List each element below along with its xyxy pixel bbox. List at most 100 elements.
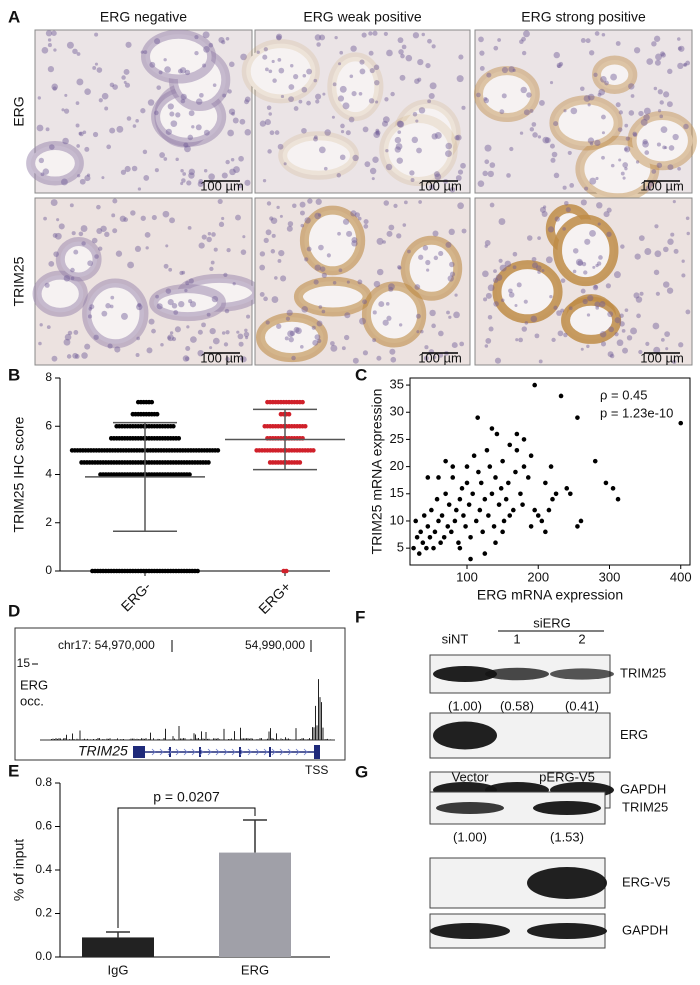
- y-tick-label: 0.0: [35, 949, 52, 963]
- point: [575, 524, 580, 529]
- nucleus: [101, 92, 109, 100]
- y-tick-label: 10: [390, 512, 404, 527]
- nucleus: [278, 67, 285, 74]
- point: [425, 524, 431, 529]
- nucleus: [276, 33, 283, 40]
- nucleus: [137, 302, 142, 308]
- nucleus: [558, 61, 564, 67]
- nucleus: [488, 326, 494, 332]
- nucleus: [104, 106, 109, 111]
- panel-label: B: [8, 365, 20, 384]
- nucleus: [43, 216, 47, 221]
- point: [411, 545, 416, 551]
- nucleus: [288, 336, 294, 343]
- nucleus: [390, 356, 397, 363]
- nucleus: [526, 235, 533, 241]
- nucleus: [438, 330, 444, 337]
- nucleus: [137, 187, 142, 191]
- nucleus: [155, 294, 159, 299]
- nucleus: [56, 218, 60, 222]
- nucleus: [198, 179, 204, 184]
- track-frame: [14, 627, 346, 761]
- nucleus: [319, 34, 326, 41]
- nucleus: [344, 334, 350, 341]
- point: [450, 475, 456, 480]
- nucleus: [633, 292, 640, 299]
- nucleus: [269, 130, 275, 136]
- nucleus: [75, 101, 80, 105]
- nucleus: [394, 146, 401, 153]
- nucleus: [242, 235, 246, 239]
- nucleus: [167, 336, 172, 340]
- nucleus: [351, 91, 357, 97]
- nucleus: [82, 130, 87, 135]
- nucleus: [434, 132, 442, 139]
- nucleus: [98, 246, 103, 251]
- micrograph: [474, 197, 693, 366]
- nucleus: [354, 212, 360, 218]
- nucleus: [628, 110, 635, 116]
- nucleus: [280, 275, 287, 282]
- nucleus: [580, 347, 584, 351]
- gland: [141, 29, 217, 84]
- nucleus: [114, 346, 121, 353]
- nucleus: [350, 210, 357, 217]
- nucleus: [154, 38, 161, 45]
- nucleus: [47, 38, 52, 42]
- nucleus: [180, 169, 184, 173]
- nucleus: [81, 352, 88, 359]
- nucleus: [124, 82, 131, 88]
- nucleus: [163, 157, 168, 161]
- nucleus: [610, 73, 617, 81]
- nucleus: [411, 136, 419, 144]
- nucleus: [685, 309, 691, 315]
- nucleus: [98, 98, 103, 103]
- nucleus: [111, 213, 116, 218]
- nucleus: [385, 302, 390, 306]
- nucleus: [40, 172, 45, 177]
- nucleus: [415, 313, 421, 319]
- nucleus: [101, 310, 108, 317]
- nucleus: [163, 263, 169, 269]
- y-tick-label: 25: [390, 431, 404, 446]
- nucleus: [659, 100, 664, 105]
- nucleus: [529, 127, 535, 132]
- nucleus: [84, 88, 91, 95]
- nucleus: [483, 96, 488, 101]
- nucleus: [283, 162, 287, 166]
- nucleus: [615, 41, 621, 46]
- nucleus: [373, 280, 381, 288]
- nucleus: [375, 100, 379, 104]
- nucleus: [537, 236, 541, 240]
- nucleus: [179, 67, 187, 74]
- nucleus: [589, 142, 594, 146]
- nucleus: [243, 331, 250, 338]
- nucleus: [433, 171, 440, 178]
- point: [553, 491, 559, 497]
- strand-arrow: [223, 748, 228, 756]
- point: [603, 480, 609, 486]
- nucleus: [530, 315, 538, 323]
- nucleus: [449, 261, 455, 268]
- nucleus: [184, 69, 191, 76]
- nucleus: [537, 135, 542, 139]
- nucleus: [375, 130, 381, 136]
- nucleus: [212, 83, 217, 87]
- nucleus: [683, 123, 689, 130]
- nucleus: [504, 260, 512, 268]
- nucleus: [508, 66, 515, 73]
- nucleus: [87, 314, 93, 319]
- nucleus: [479, 50, 485, 56]
- point: [489, 491, 495, 497]
- nucleus: [175, 112, 181, 118]
- nucleus: [268, 69, 273, 74]
- nucleus: [601, 155, 605, 160]
- nucleus: [123, 217, 129, 222]
- nucleus: [445, 150, 452, 158]
- nucleus: [384, 97, 389, 102]
- nucleus: [453, 311, 460, 319]
- nucleus: [148, 318, 155, 325]
- nucleus: [178, 301, 185, 308]
- nucleus: [158, 70, 163, 75]
- nucleus: [400, 53, 405, 59]
